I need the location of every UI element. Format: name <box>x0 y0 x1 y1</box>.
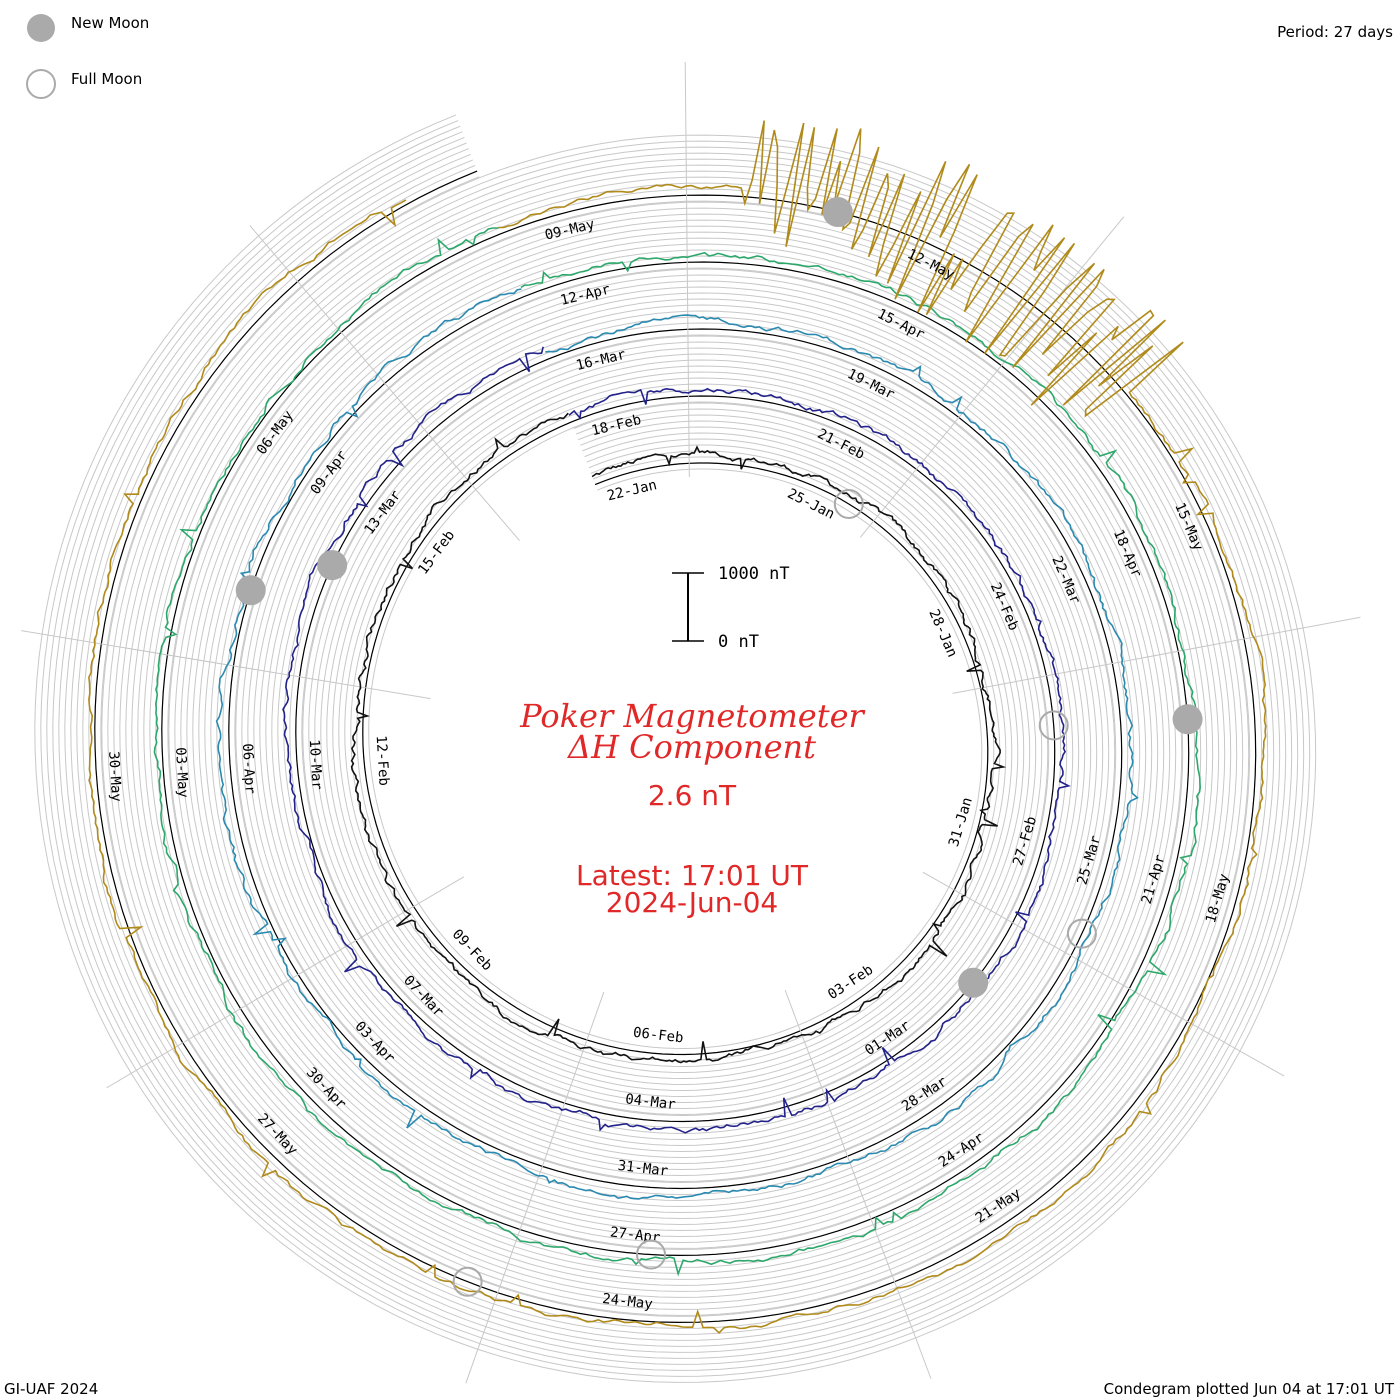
grid-spoke <box>859 216 1125 538</box>
date-label: 09-May <box>543 216 596 243</box>
date-label: 28-Jan <box>925 607 960 660</box>
new-moon-marker <box>317 550 348 581</box>
date-label: 12-Feb <box>373 735 392 786</box>
magnetometer-traces <box>88 120 1267 1335</box>
trace-rotation-2 <box>282 346 1071 1134</box>
footer-plotted: Condegram plotted Jun 04 at 17:01 UT <box>1104 1380 1395 1398</box>
scale-bottom-label: 0 nT <box>718 632 759 652</box>
footer-credit: GI-UAF 2024 <box>4 1380 98 1398</box>
date-label: 13-Mar <box>361 488 404 538</box>
full-moon-marker <box>1066 918 1097 949</box>
grid-spoke <box>684 62 690 478</box>
moon-markers <box>235 196 1203 1297</box>
grid-spoke <box>21 630 431 700</box>
radial-spokes <box>21 62 1361 1384</box>
full-moon-legend-icon <box>26 69 56 99</box>
trace-rotation-1 <box>350 412 1007 1064</box>
date-label: 31-Jan <box>946 796 976 849</box>
full-moon-legend-label: Full Moon <box>71 70 142 88</box>
grid-spoke <box>106 876 465 1089</box>
date-label: 04-Mar <box>624 1091 676 1113</box>
period-label: Period: 27 days <box>1277 23 1393 41</box>
date-label: 16-Mar <box>574 347 627 374</box>
date-label: 24-May <box>601 1291 653 1313</box>
date-label: 22-Jan <box>606 477 659 504</box>
date-label: 12-Apr <box>559 282 612 309</box>
trace-rotation-3 <box>215 288 1139 1200</box>
date-label: 18-May <box>1203 872 1233 925</box>
date-label: 27-Apr <box>609 1224 661 1246</box>
full-moon-marker <box>635 1239 666 1270</box>
date-label: 06-Feb <box>632 1025 684 1047</box>
new-moon-marker <box>1172 704 1203 735</box>
grid-spoke <box>784 989 932 1379</box>
new-moon-legend-icon <box>27 14 55 42</box>
grid-spoke <box>922 871 1285 1077</box>
scale-top-label: 1000 nT <box>718 564 790 584</box>
scale-bar <box>672 572 704 642</box>
latest-date: 2024-Jun-04 <box>606 886 778 919</box>
chart-subtitle: ΔH Component <box>566 728 816 766</box>
date-label: 03-May <box>172 747 191 798</box>
grid-spoke <box>465 991 605 1384</box>
new-moon-legend-label: New Moon <box>71 14 149 32</box>
current-value: 2.6 nT <box>648 779 737 812</box>
date-label: 31-Mar <box>617 1158 669 1180</box>
date-label: 06-Apr <box>239 743 258 794</box>
chart-title: Poker Magnetometer <box>519 697 865 735</box>
new-moon-marker <box>235 575 266 606</box>
date-label: 25-Mar <box>1075 834 1105 887</box>
date-label: 15-Feb <box>415 528 458 578</box>
date-label: 18-Feb <box>590 412 643 439</box>
full-moon-marker <box>452 1266 483 1297</box>
latest-time: Latest: 17:01 UT <box>576 859 809 892</box>
trace-rotation-5 <box>88 120 1267 1335</box>
new-moon-marker <box>958 967 989 998</box>
grid-spoke <box>249 225 521 542</box>
date-label: 10-Mar <box>306 739 325 790</box>
new-moon-marker <box>822 196 853 227</box>
full-moon-marker <box>1038 710 1069 741</box>
date-label: 30-May <box>105 751 124 802</box>
date-label: 21-Apr <box>1139 853 1169 906</box>
date-label: 27-Feb <box>1010 815 1040 868</box>
trace-rotation-4 <box>153 227 1202 1277</box>
grid-spoke <box>952 616 1361 694</box>
full-moon-marker <box>833 488 864 519</box>
